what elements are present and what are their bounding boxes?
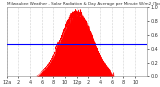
Text: Milwaukee Weather - Solar Radiation & Day Average per Minute W/m2 (Today): Milwaukee Weather - Solar Radiation & Da…: [7, 2, 160, 6]
